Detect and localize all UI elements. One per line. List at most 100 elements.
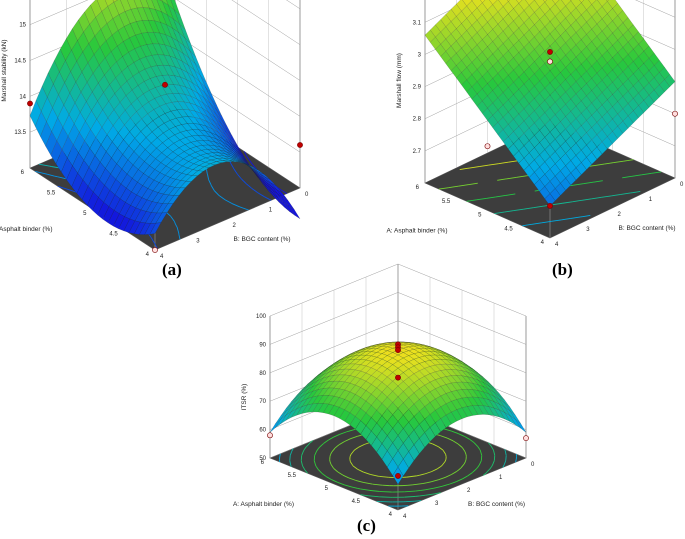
design-point — [484, 143, 491, 150]
y-tick-label: 5 — [478, 213, 482, 219]
z-tick-label: 3 — [418, 52, 422, 58]
floor-contour — [350, 435, 358, 440]
floor-contour — [527, 207, 534, 209]
y-axis-title: A: Asphalt binder (%) — [0, 226, 53, 233]
floor-contour — [504, 210, 511, 213]
caption-a: (a) — [162, 260, 182, 279]
floor-contour — [623, 160, 628, 162]
x-tick-label: 0 — [305, 192, 309, 198]
floor-contour — [577, 183, 584, 185]
z-axis-title: Marshall stability (kN) — [1, 39, 8, 101]
floor-contour — [352, 465, 358, 470]
floor-contour — [326, 476, 332, 481]
floor-contour — [647, 172, 652, 175]
floor-contour — [368, 495, 379, 498]
floor-contour — [425, 493, 435, 496]
floor-contour — [350, 461, 354, 466]
floor-contour — [36, 171, 48, 175]
floor-contour — [151, 237, 154, 242]
floor-contour — [533, 205, 544, 209]
x-tick-label: 2 — [618, 212, 622, 218]
z-tick-label: 90 — [259, 342, 266, 348]
y-tick-label: 5.5 — [442, 199, 451, 205]
floor-contour — [419, 473, 425, 476]
floor-contour — [243, 151, 248, 157]
design-point — [152, 247, 158, 253]
floor-contour — [446, 483, 450, 486]
floor-contour — [304, 446, 307, 450]
floor-contour — [289, 451, 293, 456]
floor-contour — [353, 448, 357, 451]
floor-contour — [581, 198, 592, 201]
floor-contour — [441, 484, 448, 487]
floor-contour — [513, 208, 524, 212]
x-tick-label: 3 — [435, 501, 439, 507]
design-point — [27, 100, 33, 107]
floor-contour — [498, 162, 503, 165]
floor-contour — [250, 161, 254, 166]
surface-chart-c: 50 60 70 80 90 100 0 1 2 3 4 4 4.5 5 5.5 6 B: BGC conten… — [233, 263, 535, 520]
floor-contour — [318, 469, 323, 474]
floor-contour — [443, 428, 452, 432]
floor-contour — [339, 441, 345, 445]
floor-contour — [506, 176, 517, 180]
floor-contour — [476, 197, 487, 201]
floor-contour — [170, 215, 175, 222]
floor-contour — [604, 162, 611, 165]
floor-contour — [491, 464, 493, 468]
floor-contour — [570, 216, 581, 219]
floor-contour — [289, 460, 292, 466]
floor-contour — [452, 185, 459, 188]
floor-contour — [482, 472, 487, 476]
floor-contour — [230, 163, 234, 169]
floor-contour — [464, 451, 467, 455]
design-point — [547, 202, 553, 209]
floor-contour — [214, 190, 220, 196]
floor-contour — [319, 443, 324, 448]
floor-contour — [208, 179, 212, 185]
floor-contour — [355, 446, 359, 450]
surface-cell — [507, 0, 510, 2]
y-tick-label: 4.5 — [504, 226, 513, 232]
caption-c: (c) — [357, 516, 376, 535]
floor-contour — [507, 193, 516, 196]
floor-contour — [462, 447, 466, 452]
floor-contour — [304, 469, 308, 474]
floor-contour — [239, 206, 249, 211]
floor-contour — [561, 218, 566, 221]
floor-contour — [232, 167, 235, 170]
floor-contour — [583, 181, 594, 185]
floor-contour — [210, 185, 215, 191]
floor-contour — [207, 174, 210, 180]
floor-contour — [379, 491, 392, 493]
y-tick-label: 6 — [261, 460, 265, 466]
floor-contour — [591, 197, 598, 200]
floor-contour — [358, 443, 365, 448]
floor-contour — [451, 471, 457, 475]
floor-contour — [458, 433, 465, 437]
x-tick-label: 4 — [403, 514, 407, 520]
x-tick-label: 0 — [531, 462, 535, 468]
floor-contour — [363, 481, 373, 485]
floor-contour — [420, 489, 426, 491]
floor-contour — [333, 468, 339, 473]
x-tick-label: 2 — [233, 223, 237, 229]
floor-contour — [290, 465, 292, 467]
floor-contour — [434, 492, 441, 495]
floor-contour — [252, 164, 255, 168]
floor-contour — [369, 489, 378, 492]
floor-contour — [488, 163, 499, 166]
floor-contour — [346, 430, 350, 433]
floor-contour — [594, 163, 605, 167]
floor-contour — [445, 474, 452, 478]
floor-contour — [472, 199, 477, 201]
floor-contour — [477, 464, 480, 468]
floor-contour — [431, 468, 438, 473]
floor-contour — [360, 488, 370, 491]
floor-contour — [459, 167, 468, 170]
x-tick-label: 1 — [649, 197, 653, 203]
floor-contour — [641, 173, 648, 176]
floor-contour — [330, 451, 333, 455]
floor-contour — [504, 450, 507, 456]
